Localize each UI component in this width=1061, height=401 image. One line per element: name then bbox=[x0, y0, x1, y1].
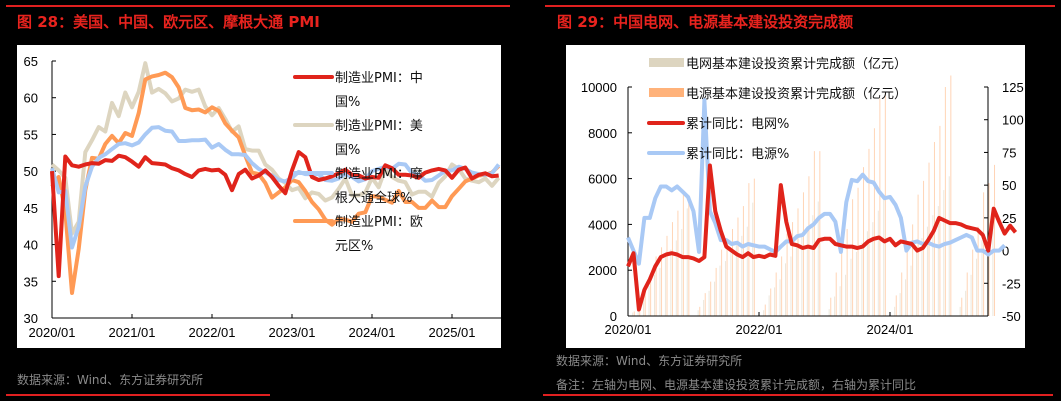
y-tick-label: 45 bbox=[24, 201, 38, 216]
right-y-tick-label: 25 bbox=[1002, 211, 1016, 226]
right-y-tick-label: -50 bbox=[1002, 309, 1021, 324]
bottom-rule bbox=[543, 394, 1053, 396]
series-line bbox=[50, 125, 501, 250]
pmi-chart-svg: 30 35 40 45 50 55 60 65 2020/01 2021/01 2022/01 202… bbox=[24, 54, 503, 340]
legend-item: 制造业PMI：美国% bbox=[293, 119, 423, 158]
legend-item: 累计同比：电网% bbox=[647, 117, 789, 132]
right-y-tick-label: 75 bbox=[1002, 145, 1016, 160]
right-figure-panel: 图 29：中国电网、电源基本建设投资完成额 0 2000 4000 6000 8000 1… bbox=[530, 0, 1061, 401]
pmi-chart: 30 35 40 45 50 55 60 65 2020/01 2021/01 2022/01 202… bbox=[17, 45, 503, 348]
x-tick-label: 2024/01 bbox=[867, 322, 914, 337]
legend-label: 制造业PMI：摩 bbox=[335, 166, 423, 182]
x-tick-label: 2020/01 bbox=[29, 325, 76, 340]
chart-note: 备注：左轴为电网、电源基本建设投资累计完成额，右轴为累计同比 bbox=[556, 378, 917, 392]
legend-label: 元区% bbox=[335, 239, 373, 254]
bottom-rule bbox=[6, 394, 270, 396]
y-tick-label: 40 bbox=[24, 238, 38, 253]
series-line bbox=[50, 150, 499, 279]
legend-label: 制造业PMI：中 bbox=[335, 71, 423, 86]
right-y-tick-label: 0 bbox=[1002, 244, 1009, 259]
left-y-tick-label: 8000 bbox=[588, 126, 617, 141]
y-tick-label: 50 bbox=[24, 164, 38, 179]
right-y-tick-label: 50 bbox=[1002, 178, 1016, 193]
data-source: 数据来源：Wind、东方证券研究所 bbox=[556, 354, 743, 368]
legend-label: 国% bbox=[335, 143, 360, 158]
legend-label: 电网基本建设投资累计完成额（亿元） bbox=[686, 56, 907, 72]
legend-item: 电网基本建设投资累计完成额（亿元） bbox=[649, 56, 907, 72]
y-tick-label: 65 bbox=[24, 54, 38, 69]
left-y-tick-label: 10000 bbox=[581, 80, 617, 95]
legend-swatch bbox=[649, 88, 684, 97]
investment-chart: 0 2000 4000 6000 8000 10000 -50 -25 0 25 50 75 100 12… bbox=[566, 45, 1025, 348]
right-y-tick-label: 125 bbox=[1002, 80, 1024, 95]
series-line bbox=[626, 98, 1007, 266]
legend-item: 累计同比：电源% bbox=[647, 147, 789, 162]
figure-title: 图 29：中国电网、电源基本建设投资完成额 bbox=[557, 13, 854, 31]
left-y-tick-label: 6000 bbox=[588, 172, 617, 187]
right-y-tick-label: -25 bbox=[1002, 276, 1021, 291]
legend-label: 累计同比：电网% bbox=[686, 117, 789, 132]
x-tick-label: 2024/01 bbox=[349, 325, 396, 340]
legend-label: 根大通全球% bbox=[335, 190, 412, 206]
right-y-tick-label: 100 bbox=[1002, 113, 1024, 128]
y-tick-label: 60 bbox=[24, 91, 38, 106]
left-y-tick-label: 0 bbox=[610, 309, 617, 324]
legend-label: 制造业PMI：欧 bbox=[335, 215, 423, 230]
legend-label: 国% bbox=[335, 95, 360, 110]
y-tick-label: 55 bbox=[24, 127, 38, 142]
top-rule bbox=[6, 5, 510, 7]
legend-label: 累计同比：电源% bbox=[686, 147, 789, 162]
x-tick-label: 2022/01 bbox=[736, 322, 783, 337]
figure-title: 图 28：美国、中国、欧元区、摩根大通 PMI bbox=[17, 13, 320, 31]
legend-label: 电源基本建设投资累计完成额（亿元） bbox=[686, 86, 907, 102]
investment-chart-svg: 0 2000 4000 6000 8000 10000 -50 -25 0 25 50 75 100 12… bbox=[581, 56, 1024, 337]
x-tick-label: 2020/01 bbox=[605, 322, 652, 337]
x-tick-label: 2023/01 bbox=[269, 325, 316, 340]
y-tick-label: 30 bbox=[24, 311, 38, 326]
series-line bbox=[626, 163, 1018, 312]
legend-item: 制造业PMI：欧元区% bbox=[293, 215, 423, 254]
x-tick-label: 2025/01 bbox=[429, 325, 476, 340]
top-rule bbox=[545, 5, 1055, 7]
left-y-tick-label: 2000 bbox=[588, 263, 617, 278]
series-line bbox=[50, 70, 501, 295]
legend-label: 制造业PMI：美 bbox=[335, 119, 423, 134]
series-line bbox=[50, 61, 501, 236]
y-tick-label: 35 bbox=[24, 274, 38, 289]
left-figure-panel: 图 28：美国、中国、欧元区、摩根大通 PMI 30 35 40 45 50 55 60 65… bbox=[0, 0, 530, 401]
legend-item: 电源基本建设投资累计完成额（亿元） bbox=[649, 86, 907, 102]
legend-swatch bbox=[649, 58, 684, 67]
x-tick-label: 2021/01 bbox=[109, 325, 156, 340]
x-tick-label: 2022/01 bbox=[189, 325, 236, 340]
legend-item: 制造业PMI：中国% bbox=[293, 71, 423, 110]
left-y-tick-label: 4000 bbox=[588, 217, 617, 232]
data-source: 数据来源：Wind、东方证券研究所 bbox=[17, 373, 204, 387]
